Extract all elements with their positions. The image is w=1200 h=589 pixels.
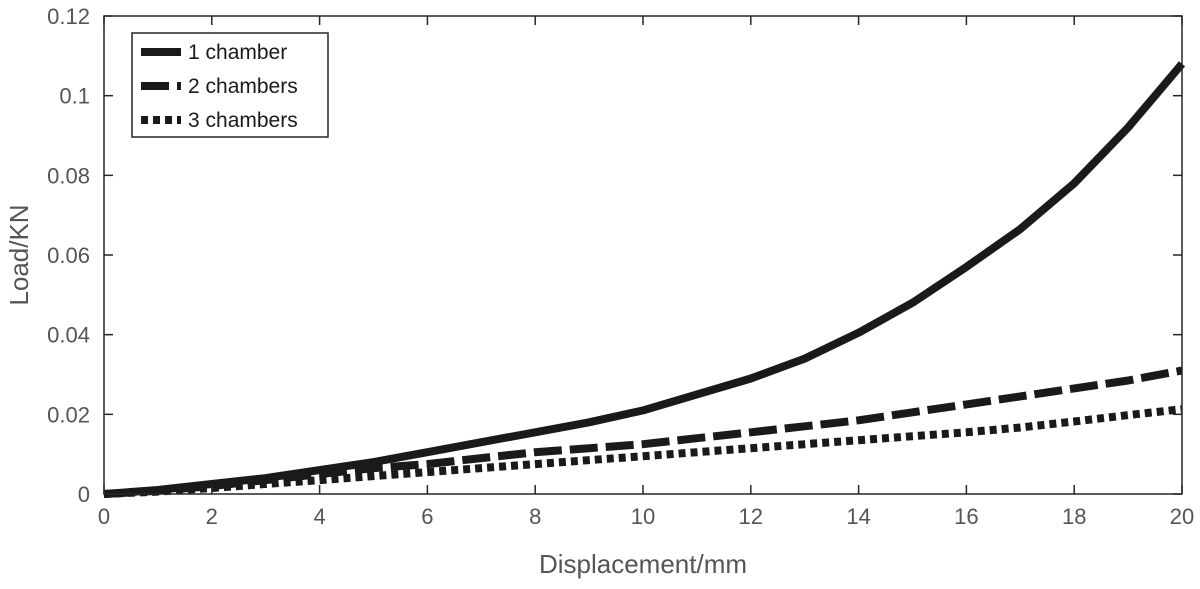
y-tick-label: 0.04 [47,323,90,348]
x-axis-title: Displacement/mm [539,549,747,579]
x-tick-label: 2 [206,504,218,529]
series-line-3-chambers [103,405,1183,498]
x-tick-label: 8 [529,504,541,529]
legend: 1 chamber 2 chambers 3 chambers [131,32,329,138]
y-tick-label: 0.12 [47,4,90,29]
x-tick-label: 0 [98,504,110,529]
series-layer [103,61,1186,498]
x-tick-label: 6 [421,504,433,529]
x-tick-label: 14 [846,504,870,529]
series-line-2-chambers [103,366,1183,498]
y-tick-label: 0.06 [47,243,90,268]
x-tick-label: 20 [1170,504,1194,529]
x-tick-label: 12 [739,504,763,529]
x-tick-label: 18 [1062,504,1086,529]
legend-label-1-chamber: 1 chamber [188,41,287,64]
legend-label-2-chambers: 2 chambers [188,75,298,98]
y-tick-label: 0.02 [47,402,90,427]
y-tick-label: 0 [78,482,90,507]
y-tick-label: 0.1 [59,84,90,109]
y-tick-label: 0.08 [47,163,90,188]
x-tick-label: 10 [631,504,655,529]
x-tick-label: 16 [954,504,978,529]
ticks-layer: 0 2 4 6 8 10 12 14 16 18 20 0 0.02 0.04 0.06 0.08 0.1 0.1… [47,4,1194,529]
y-axis-title: Load/KN [4,204,34,305]
legend-label-3-chambers: 3 chambers [188,109,298,132]
x-tick-label: 4 [313,504,325,529]
